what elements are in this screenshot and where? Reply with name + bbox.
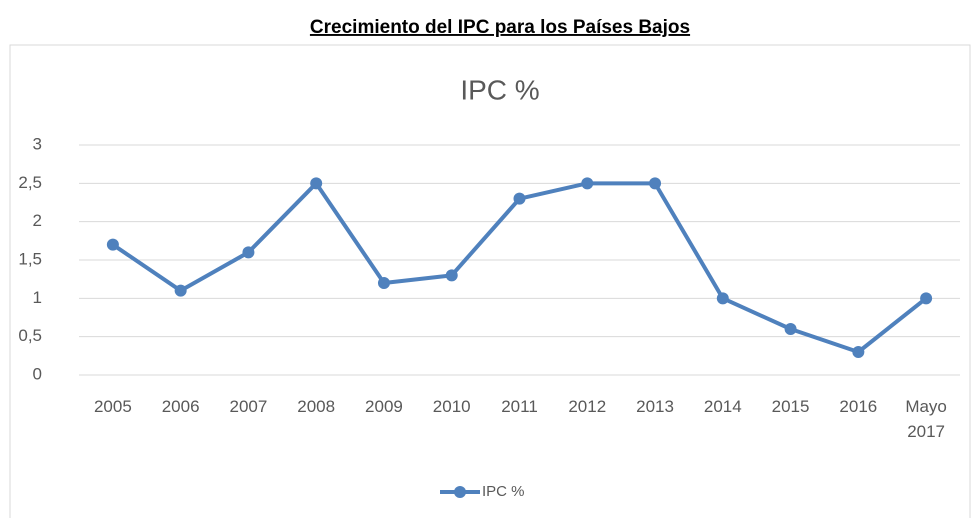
marker bbox=[852, 346, 865, 358]
chart-title: IPC % bbox=[460, 74, 539, 105]
x-tick-label: 2007 bbox=[229, 397, 268, 416]
legend-marker bbox=[454, 486, 466, 498]
marker bbox=[174, 284, 187, 297]
marker bbox=[649, 177, 662, 190]
marker bbox=[310, 177, 323, 190]
marker bbox=[445, 269, 458, 282]
marker bbox=[920, 292, 933, 305]
marker bbox=[106, 238, 119, 251]
x-tick-label: Mayo 2017 bbox=[905, 397, 947, 441]
x-tick-label: 2009 bbox=[365, 397, 403, 416]
y-tick-label: 2 bbox=[33, 211, 42, 230]
legend-label: IPC % bbox=[482, 483, 525, 500]
y-tick-label: 1 bbox=[33, 288, 42, 307]
y-tick-label: 1,5 bbox=[18, 249, 42, 268]
marker bbox=[784, 323, 797, 335]
chart-border bbox=[9, 44, 971, 518]
marker bbox=[377, 277, 390, 289]
x-tick-label: 2011 bbox=[501, 397, 538, 416]
x-tick-label: 2008 bbox=[297, 397, 336, 416]
y-tick-label: 3 bbox=[33, 134, 42, 153]
x-tick-label: 2013 bbox=[636, 397, 674, 416]
x-tick-label: 2005 bbox=[93, 397, 132, 416]
line bbox=[111, 181, 928, 354]
x-tick-label: 2010 bbox=[432, 397, 471, 416]
x-tick-label: 2014 bbox=[703, 397, 742, 416]
marker bbox=[513, 192, 526, 205]
y-tick-label: 0 bbox=[33, 364, 42, 383]
y-tick-label: 2,5 bbox=[18, 173, 42, 192]
y-tick-label: 0,5 bbox=[18, 326, 42, 345]
x-tick-label: 2006 bbox=[161, 397, 200, 416]
marker bbox=[581, 177, 594, 190]
marker bbox=[716, 292, 729, 305]
marker bbox=[242, 246, 255, 259]
x-tick-label: 2016 bbox=[839, 397, 878, 416]
page-heading: Crecimiento del IPC para los Países Bajo… bbox=[310, 17, 690, 38]
x-tick-label: 2012 bbox=[568, 397, 607, 416]
x-tick-label: 2015 bbox=[771, 397, 810, 416]
